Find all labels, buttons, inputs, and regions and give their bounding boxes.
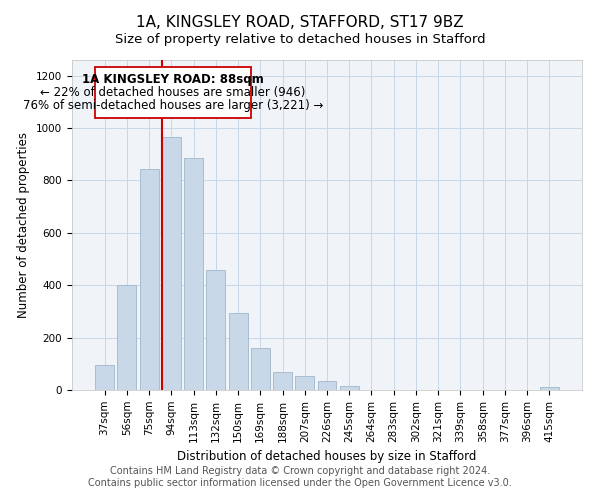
Bar xyxy=(229,312,248,390)
Bar xyxy=(317,382,337,390)
Bar xyxy=(540,386,559,390)
Bar xyxy=(184,158,203,390)
X-axis label: Distribution of detached houses by size in Stafford: Distribution of detached houses by size … xyxy=(178,450,476,463)
FancyBboxPatch shape xyxy=(95,66,251,118)
Bar xyxy=(118,285,136,390)
Bar xyxy=(340,386,359,390)
Y-axis label: Number of detached properties: Number of detached properties xyxy=(17,132,31,318)
Bar xyxy=(251,348,270,390)
Bar xyxy=(295,376,314,390)
Bar xyxy=(95,365,114,390)
Text: Contains HM Land Registry data © Crown copyright and database right 2024.
Contai: Contains HM Land Registry data © Crown c… xyxy=(88,466,512,487)
Text: 1A, KINGSLEY ROAD, STAFFORD, ST17 9BZ: 1A, KINGSLEY ROAD, STAFFORD, ST17 9BZ xyxy=(136,15,464,30)
Bar xyxy=(162,138,181,390)
Bar xyxy=(140,168,158,390)
Bar xyxy=(273,372,292,390)
Bar xyxy=(206,270,225,390)
Text: Size of property relative to detached houses in Stafford: Size of property relative to detached ho… xyxy=(115,32,485,46)
Text: ← 22% of detached houses are smaller (946): ← 22% of detached houses are smaller (94… xyxy=(40,86,306,99)
Text: 76% of semi-detached houses are larger (3,221) →: 76% of semi-detached houses are larger (… xyxy=(23,100,323,112)
Text: 1A KINGSLEY ROAD: 88sqm: 1A KINGSLEY ROAD: 88sqm xyxy=(82,73,264,86)
